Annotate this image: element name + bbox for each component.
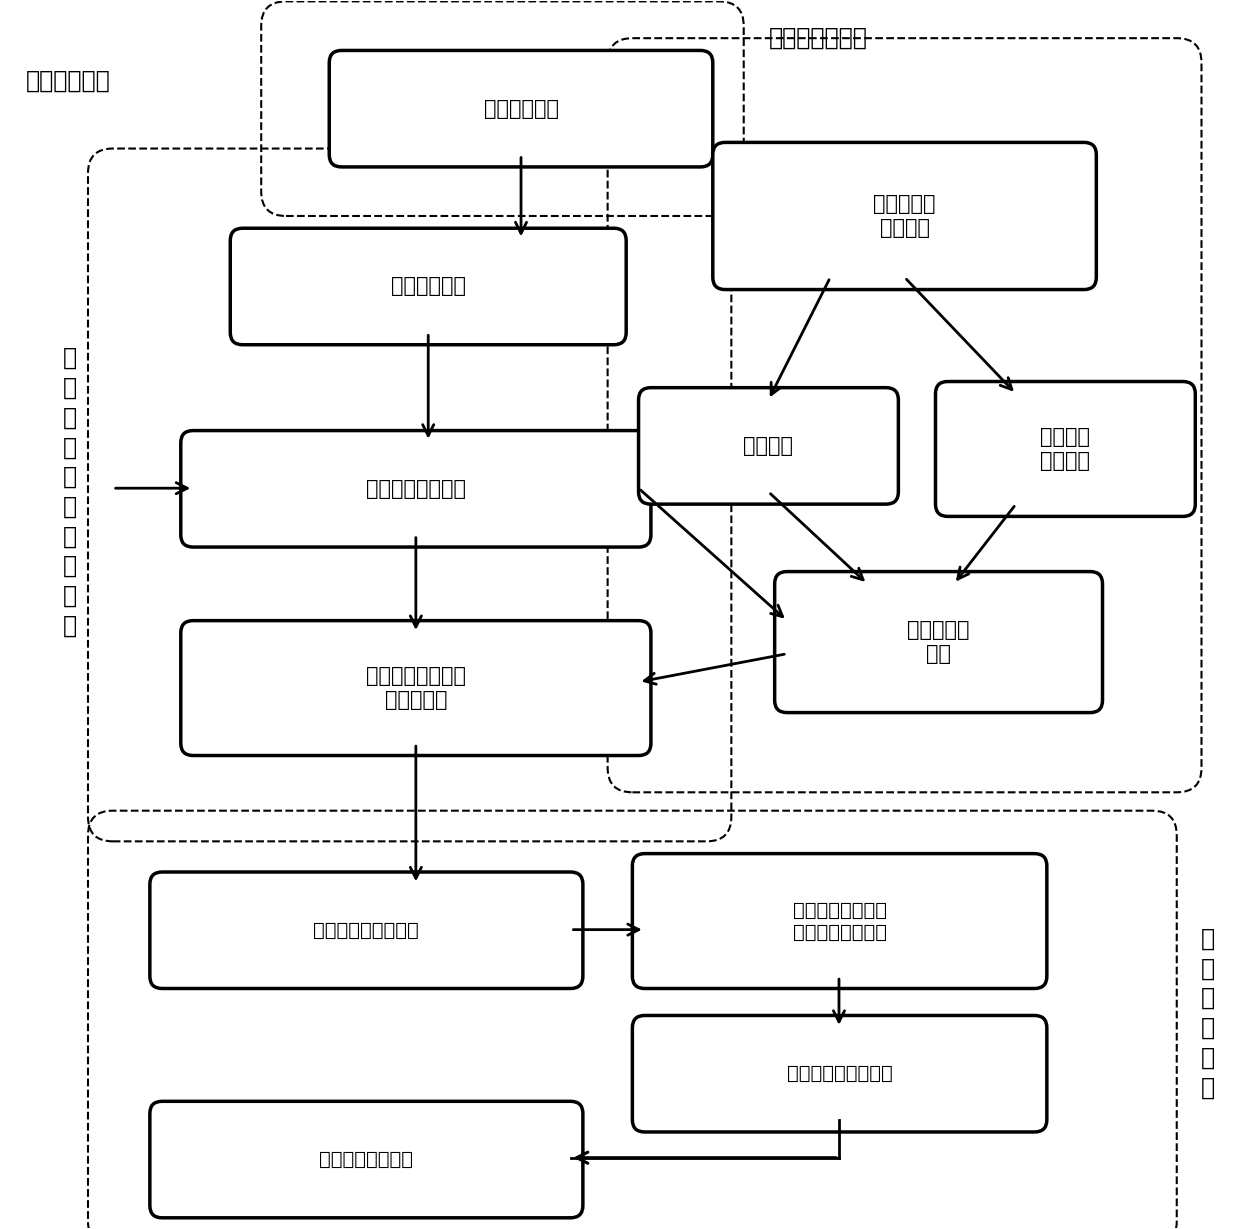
FancyBboxPatch shape: [632, 1015, 1047, 1132]
Text: 路径传递函数计算: 路径传递函数计算: [366, 479, 466, 499]
FancyBboxPatch shape: [639, 387, 898, 504]
Text: 乘坐室噪声
信号采集: 乘坐室噪声 信号采集: [873, 194, 936, 237]
FancyBboxPatch shape: [632, 854, 1047, 988]
Text: 乘坐室声品质检验: 乘坐室声品质检验: [320, 1150, 413, 1169]
Text: 相关结构的参数优化: 相关结构的参数优化: [786, 1064, 893, 1083]
Text: 激励获取模块: 激励获取模块: [26, 69, 110, 93]
FancyBboxPatch shape: [231, 229, 626, 344]
Text: 心理声学
参数计算: 心理声学 参数计算: [1040, 428, 1090, 471]
Text: 优
化
设
计
模
块: 优 化 设 计 模 块: [1200, 927, 1215, 1099]
FancyBboxPatch shape: [330, 50, 713, 167]
FancyBboxPatch shape: [713, 143, 1096, 290]
FancyBboxPatch shape: [935, 381, 1195, 516]
Text: 传递路径对声品质
贡献量计算: 传递路径对声品质 贡献量计算: [366, 666, 466, 709]
FancyBboxPatch shape: [150, 1101, 583, 1218]
Text: 声品质预测模块: 声品质预测模块: [769, 26, 868, 50]
Text: 相关结构的传递函
数对声品质的影响: 相关结构的传递函 数对声品质的影响: [792, 901, 887, 941]
Text: 传递路径确认: 传递路径确认: [391, 277, 466, 296]
FancyBboxPatch shape: [150, 873, 583, 988]
FancyBboxPatch shape: [181, 430, 651, 547]
Text: 结
构
传
递
路
径
辨
识
模
块: 结 构 传 递 路 径 辨 识 模 块: [62, 347, 77, 638]
FancyBboxPatch shape: [181, 621, 651, 756]
Text: 声品质预测
模型: 声品质预测 模型: [908, 621, 970, 664]
Text: 振动激励采集: 振动激励采集: [484, 98, 558, 119]
Text: 主观评价: 主观评价: [744, 436, 794, 456]
Text: 主要贡献路径的选取: 主要贡献路径的选取: [314, 921, 419, 940]
FancyBboxPatch shape: [775, 571, 1102, 713]
